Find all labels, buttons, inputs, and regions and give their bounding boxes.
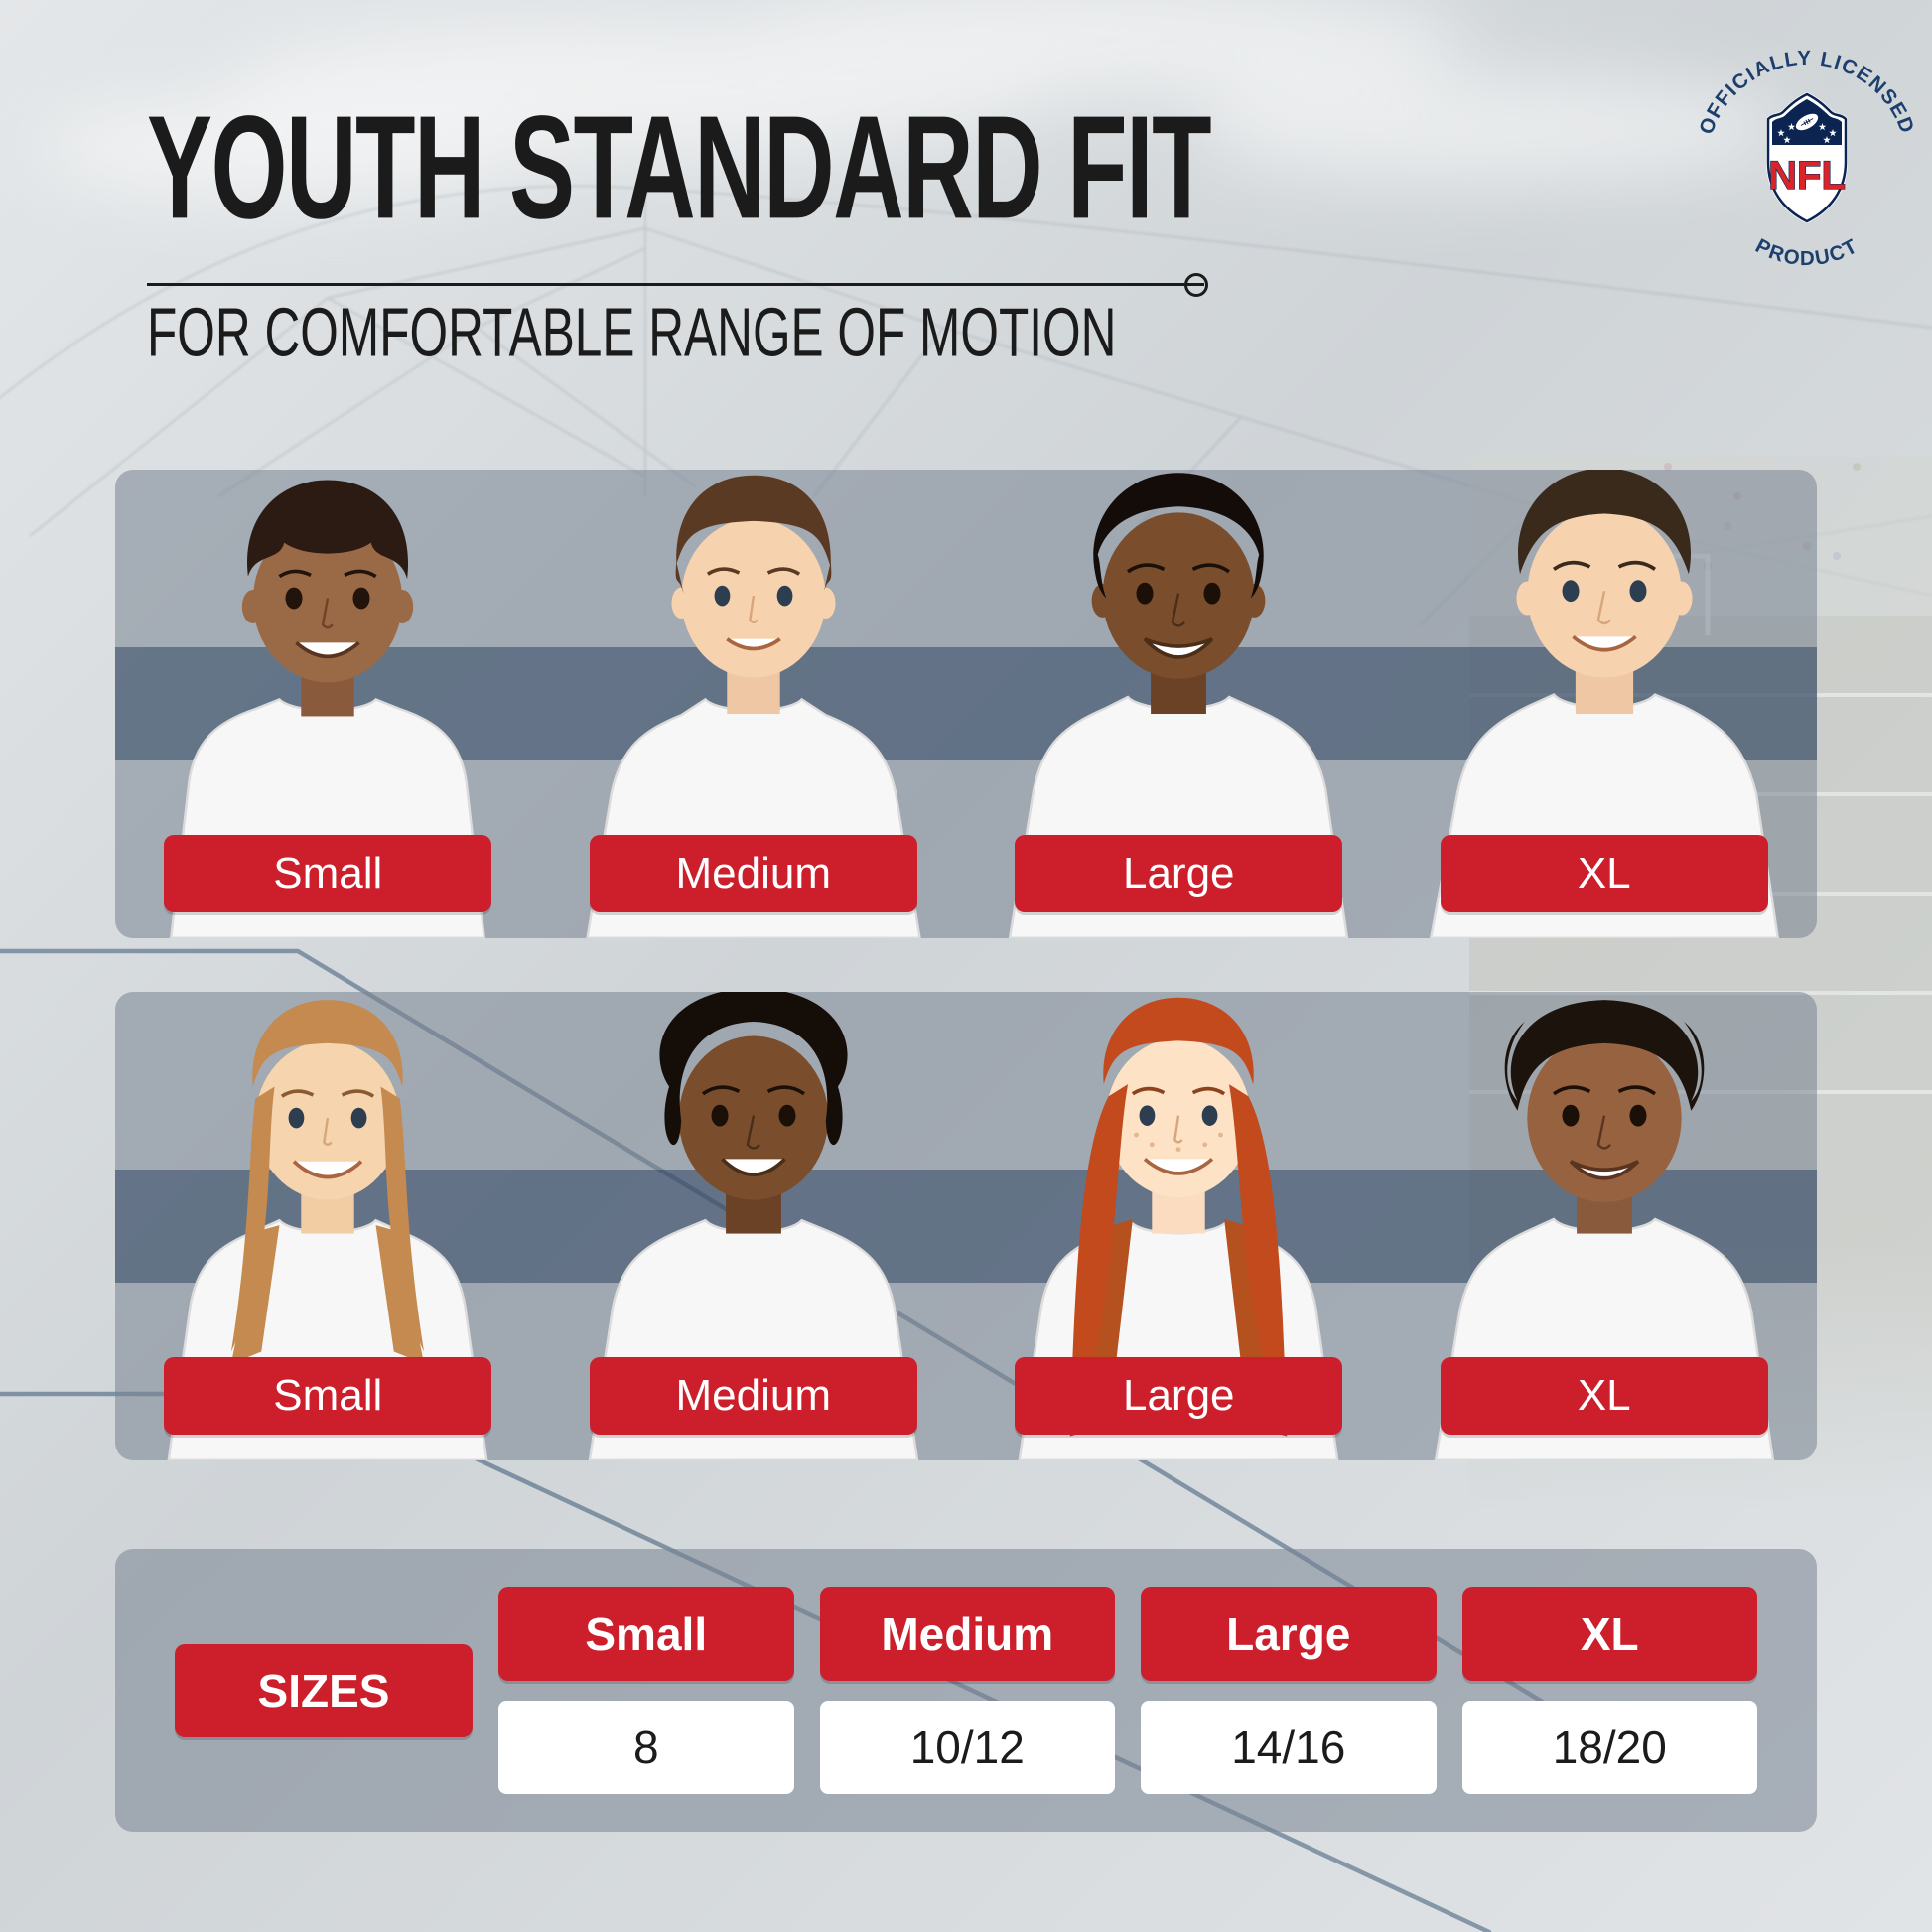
- svg-text:PRODUCT: PRODUCT: [1751, 234, 1862, 270]
- svg-text:NFL: NFL: [1768, 154, 1846, 198]
